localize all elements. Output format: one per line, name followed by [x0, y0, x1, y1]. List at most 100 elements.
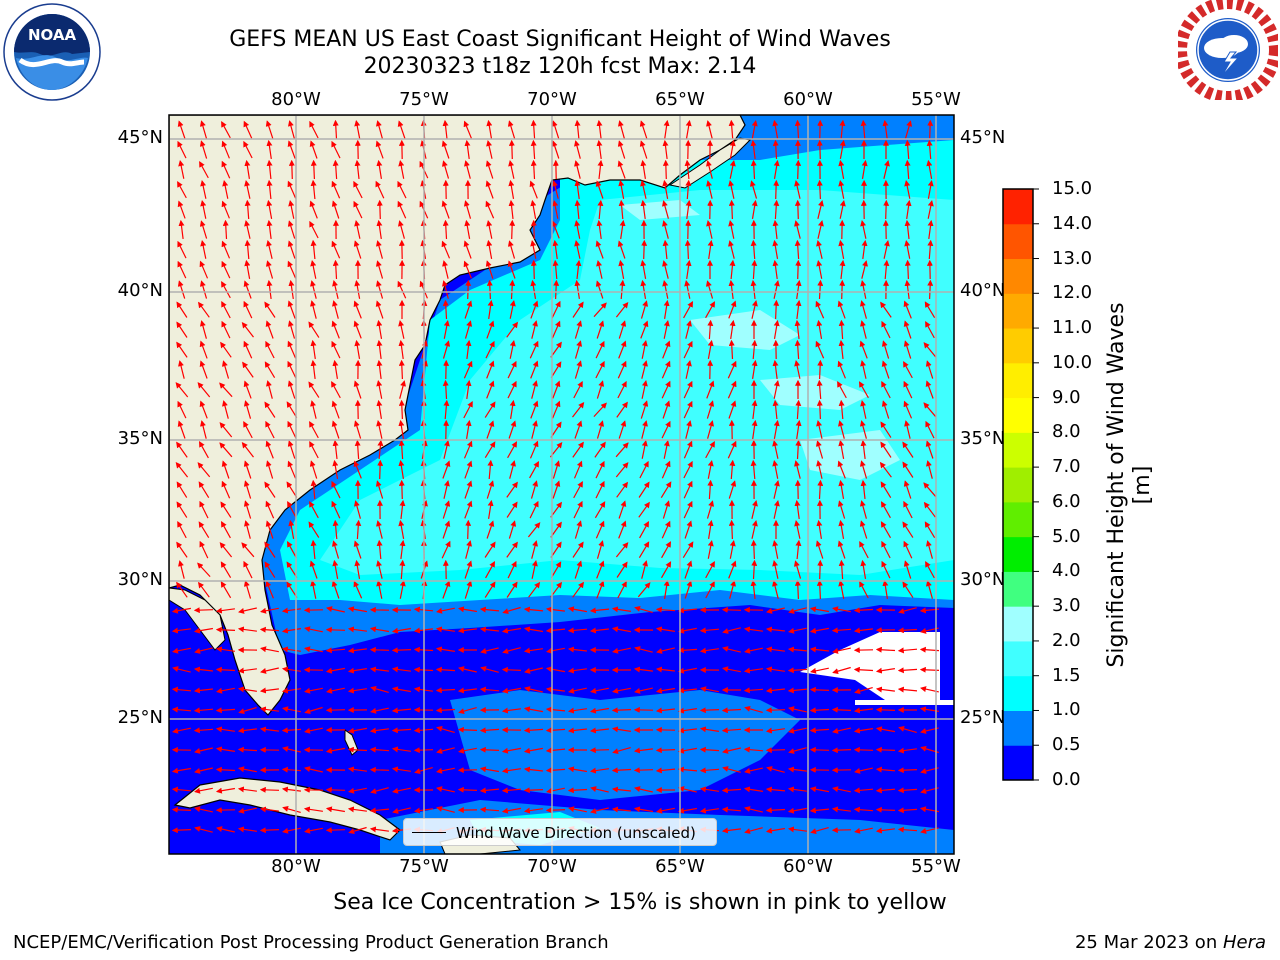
wave-direction-arrow [266, 159, 273, 180]
wave-direction-arrow [176, 341, 188, 358]
wave-direction-arrow [794, 460, 801, 479]
wave-direction-arrow [436, 725, 455, 733]
wave-direction-arrow [375, 140, 384, 159]
wave-direction-arrow [660, 481, 672, 499]
wave-direction-arrow [677, 687, 697, 694]
wave-direction-arrow [369, 666, 389, 673]
wave-direction-arrow [331, 420, 340, 439]
wave-direction-arrow [331, 200, 340, 219]
wave-direction-arrow [859, 540, 869, 559]
wave-direction-arrow [465, 519, 472, 540]
wave-direction-arrow [839, 259, 846, 279]
wave-direction-arrow [398, 320, 405, 339]
wave-direction-arrow [509, 219, 516, 240]
wave-direction-arrow [199, 360, 208, 379]
wave-direction-arrow [788, 627, 807, 634]
wave-direction-arrow [661, 380, 671, 399]
land-bahamas [344, 729, 359, 756]
colorbar-segment [1003, 223, 1033, 260]
wave-direction-arrow [728, 480, 737, 499]
wave-direction-arrow [883, 240, 890, 259]
wave-direction-arrow [795, 299, 802, 319]
wave-direction-arrow [728, 279, 735, 299]
wave-direction-arrow [837, 381, 847, 399]
wave-direction-arrow [573, 481, 583, 499]
wave-direction-arrow [331, 140, 341, 159]
wave-direction-arrow [310, 179, 317, 200]
wave-direction-arrow [706, 220, 713, 239]
wave-direction-arrow [728, 339, 735, 360]
wave-direction-arrow [463, 240, 472, 259]
wave-direction-arrow [198, 521, 210, 539]
wave-direction-arrow [751, 120, 758, 139]
lat-label-right: 45°N [960, 127, 1006, 148]
wave-direction-arrow [259, 786, 280, 793]
wave-direction-arrow [193, 666, 213, 673]
colorbar-segment [1003, 328, 1033, 364]
wave-direction-arrow [530, 240, 537, 259]
wave-direction-arrow [463, 400, 473, 419]
land-gulf-coast [169, 587, 226, 651]
wave-direction-arrow [199, 500, 209, 519]
wave-direction-arrow [221, 160, 231, 179]
wave-direction-arrow [457, 627, 477, 634]
wave-direction-arrow [479, 686, 500, 693]
wave-direction-arrow [722, 766, 741, 773]
wave-direction-arrow [552, 239, 559, 259]
wave-direction-arrow [772, 460, 779, 479]
wave-direction-arrow [634, 687, 653, 694]
wave-direction-arrow [484, 441, 496, 459]
wave-direction-arrow [479, 626, 499, 633]
wave-direction-arrow [772, 399, 779, 420]
wave-direction-arrow [551, 220, 560, 239]
wave-direction-arrow [662, 340, 671, 359]
wave-direction-arrow [265, 580, 274, 599]
wave-direction-arrow [640, 320, 649, 339]
lon-label-bottom: 65°W [655, 856, 705, 877]
wave-direction-arrow [809, 786, 830, 793]
wave-direction-arrow [243, 421, 253, 439]
wave-direction-arrow [788, 706, 807, 713]
wave-direction-arrow [530, 119, 537, 140]
wave-direction-arrow [487, 459, 494, 480]
wave-direction-arrow [354, 439, 361, 460]
wave-direction-arrow [925, 440, 934, 459]
colorbar-segment [1003, 640, 1033, 677]
wave-direction-arrow [259, 726, 279, 733]
wave-direction-arrow [838, 420, 845, 439]
wave-band-2-0 [690, 310, 800, 350]
wave-direction-arrow [897, 647, 918, 654]
wave-direction-arrow [859, 460, 868, 479]
wave-direction-arrow [773, 319, 780, 339]
wave-direction-arrow [883, 259, 890, 280]
wave-direction-arrow [332, 159, 339, 180]
wave-direction-arrow [506, 481, 518, 498]
wave-direction-arrow [347, 766, 367, 773]
wave-direction-arrow [595, 280, 604, 299]
wave-direction-arrow [838, 319, 845, 340]
wave-direction-arrow [925, 580, 933, 599]
wave-direction-arrow [839, 200, 846, 219]
wave-direction-arrow [837, 500, 846, 519]
wave-direction-arrow [853, 707, 873, 714]
wave-direction-arrow [172, 647, 191, 654]
wave-direction-arrow [568, 687, 587, 694]
wave-direction-arrow [728, 400, 737, 419]
wave-direction-arrow [502, 647, 521, 654]
colorbar-tick-label: 7.0 [1052, 456, 1081, 478]
wave-direction-arrow [287, 240, 296, 259]
wave-direction-arrow [506, 581, 518, 598]
wave-direction-arrow [772, 219, 779, 239]
wave-direction-arrow [574, 340, 583, 359]
lat-label-right: 40°N [960, 280, 1006, 301]
wave-direction-arrow [177, 280, 186, 299]
wave-direction-arrow [551, 120, 560, 139]
wave-direction-arrow [655, 606, 676, 613]
wave-direction-arrow [545, 767, 566, 774]
wave-direction-arrow [773, 299, 780, 320]
wave-direction-arrow [507, 380, 517, 399]
wave-direction-arrow [860, 400, 867, 419]
colorbar-tick-label: 10.0 [1052, 351, 1093, 373]
wave-direction-arrow [310, 580, 317, 599]
wave-direction-arrow [397, 280, 407, 299]
